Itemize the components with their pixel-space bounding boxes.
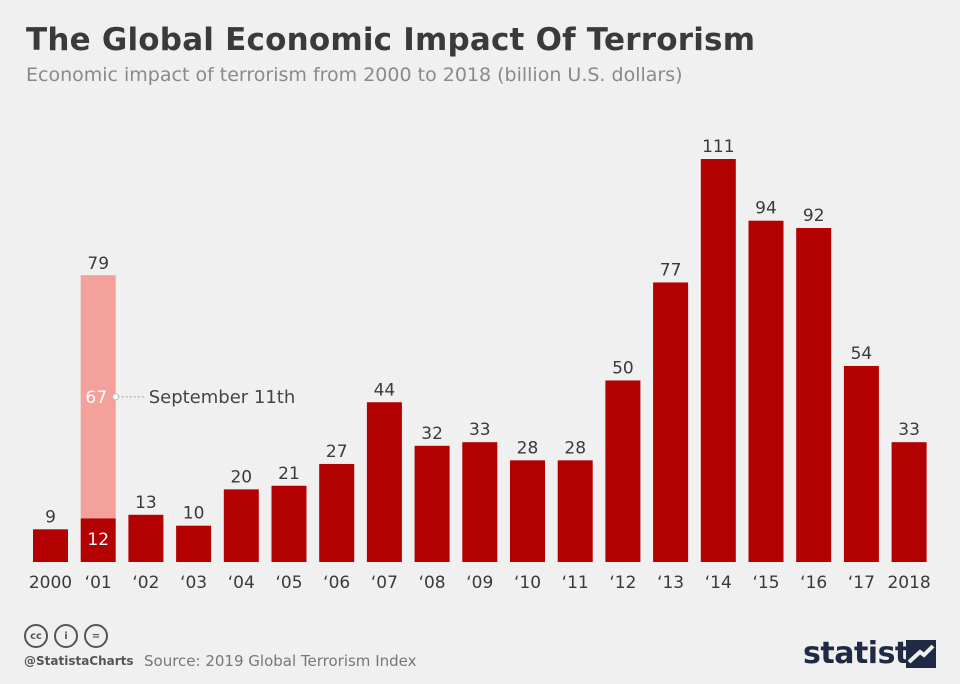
data-label-inner: 12 (87, 530, 109, 550)
statista-logo-icon (906, 640, 936, 668)
data-label: 27 (326, 442, 348, 462)
bar (891, 442, 927, 562)
data-label: 28 (517, 438, 539, 458)
data-label: 79 (87, 254, 109, 274)
x-tick-label: ‘07 (371, 573, 398, 593)
x-tick-label: ‘11 (562, 573, 589, 593)
x-tick-label: ‘04 (228, 573, 255, 593)
bar (128, 514, 164, 562)
attribution-icon: i (54, 624, 78, 648)
data-label: 50 (612, 358, 634, 378)
data-label: 33 (469, 420, 491, 440)
x-tick-label: ‘12 (609, 573, 636, 593)
bar-highlight-2001 (80, 275, 116, 519)
bar (796, 227, 832, 562)
bar-2001-base (80, 518, 116, 562)
data-label: 33 (898, 420, 920, 440)
x-tick-label: ‘16 (800, 573, 827, 593)
bar (414, 445, 450, 562)
x-tick-label: ‘17 (848, 573, 875, 593)
data-label: 77 (660, 260, 682, 280)
data-label: 13 (135, 493, 157, 513)
bar (271, 485, 307, 562)
bar (510, 460, 545, 562)
bar (366, 402, 402, 562)
bar (176, 525, 212, 562)
social-handle: @StatistaCharts (24, 654, 134, 668)
x-tick-label: 2018 (887, 573, 930, 593)
data-label: 21 (278, 464, 300, 484)
cc-icon: cc (24, 624, 48, 648)
x-tick-label: ‘03 (180, 573, 207, 593)
bar (319, 463, 355, 562)
bar (557, 460, 593, 562)
chart-title: The Global Economic Impact Of Terrorism (26, 22, 756, 58)
x-tick-label: ‘02 (132, 573, 159, 593)
x-tick-label: ‘15 (752, 573, 779, 593)
bar (700, 159, 736, 562)
data-label: 54 (851, 344, 873, 364)
x-tick-label: 2000 (29, 573, 72, 593)
license-icons: cc i = (24, 624, 108, 648)
data-label-inner: 67 (85, 388, 107, 408)
source-note: Source: 2019 Global Terrorism Index (144, 652, 417, 670)
bar (605, 380, 641, 562)
x-tick-label: ‘01 (85, 573, 112, 593)
data-label: 28 (564, 438, 586, 458)
data-label: 32 (421, 424, 443, 444)
bar (33, 529, 68, 562)
x-tick-label: ‘06 (323, 573, 350, 593)
x-tick-label: ‘08 (419, 573, 446, 593)
data-label: 20 (230, 467, 252, 487)
equal-icon: = (84, 624, 108, 648)
annotation-dot (112, 393, 120, 401)
bar (748, 220, 784, 563)
bar (653, 282, 689, 562)
x-tick-label: ‘10 (514, 573, 541, 593)
x-tick-label: ‘09 (466, 573, 493, 593)
x-tick-label: ‘14 (705, 573, 732, 593)
chart-subtitle: Economic impact of terrorism from 2000 t… (26, 64, 683, 86)
data-label: 10 (183, 504, 205, 524)
bar (223, 489, 259, 562)
data-label: 94 (755, 199, 777, 219)
bar (843, 365, 879, 562)
bar (462, 442, 498, 562)
data-label: 44 (374, 380, 396, 400)
x-tick-label: ‘05 (275, 573, 302, 593)
bar-chart: 9 2000 79 12 67 September 11th ‘01 13 ‘02 10 ‘03 20… (29, 137, 931, 593)
data-label: 92 (803, 206, 825, 226)
x-tick-label: ‘13 (657, 573, 684, 593)
data-label: 111 (702, 137, 734, 157)
annotation-label: September 11th (149, 387, 296, 408)
data-label: 9 (45, 507, 56, 527)
